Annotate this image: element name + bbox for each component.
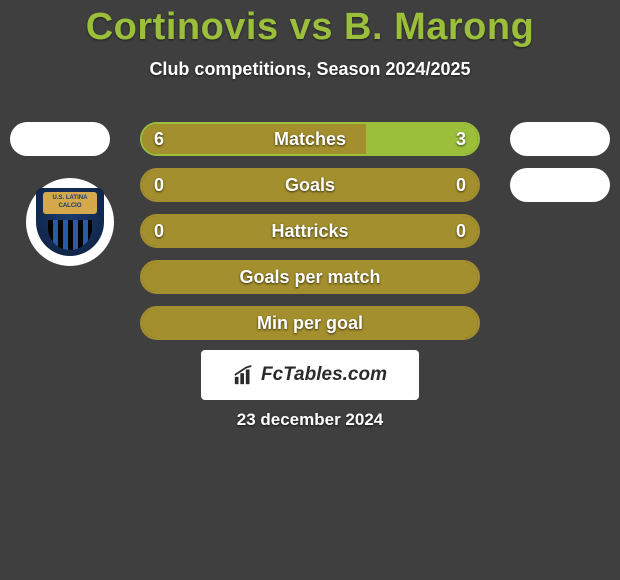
comparison-title: Cortinovis vs B. Marong — [0, 0, 620, 49]
stat-value-right: 0 — [456, 221, 466, 242]
stat-value-right: 0 — [456, 175, 466, 196]
stat-bar: Goals00 — [140, 168, 480, 202]
stat-bar-empty-fill — [142, 170, 478, 200]
player-right-pill — [510, 122, 610, 156]
player-right-pill — [510, 168, 610, 202]
stat-bar-empty-fill — [142, 308, 478, 338]
stat-bar: Hattricks00 — [140, 214, 480, 248]
watermark-text: FcTables.com — [261, 364, 387, 386]
comparison-subtitle: Club competitions, Season 2024/2025 — [0, 59, 620, 80]
chart-bars-icon — [233, 364, 255, 386]
watermark: FcTables.com — [201, 350, 419, 400]
stat-value-left: 0 — [154, 221, 164, 242]
stat-bar: Min per goal — [140, 306, 480, 340]
stat-value-right: 3 — [456, 129, 466, 150]
stat-row: Goals per match — [0, 256, 620, 302]
club-crest: U.S. LATINA CALCIO — [36, 188, 104, 256]
crest-banner: U.S. LATINA CALCIO — [43, 192, 97, 214]
snapshot-date: 23 december 2024 — [0, 410, 620, 430]
stat-row: Min per goal — [0, 302, 620, 348]
player-left-pill — [10, 122, 110, 156]
stat-value-left: 6 — [154, 129, 164, 150]
player-left-badge: U.S. LATINA CALCIO — [26, 178, 114, 266]
stat-bar: Goals per match — [140, 260, 480, 294]
crest-stripes — [48, 220, 92, 250]
stat-value-left: 0 — [154, 175, 164, 196]
stat-bar-empty-fill — [142, 262, 478, 292]
stat-row: Matches63 — [0, 118, 620, 164]
stat-bar-left-fill — [142, 124, 366, 154]
stat-bar: Matches63 — [140, 122, 480, 156]
stat-bar-empty-fill — [142, 216, 478, 246]
